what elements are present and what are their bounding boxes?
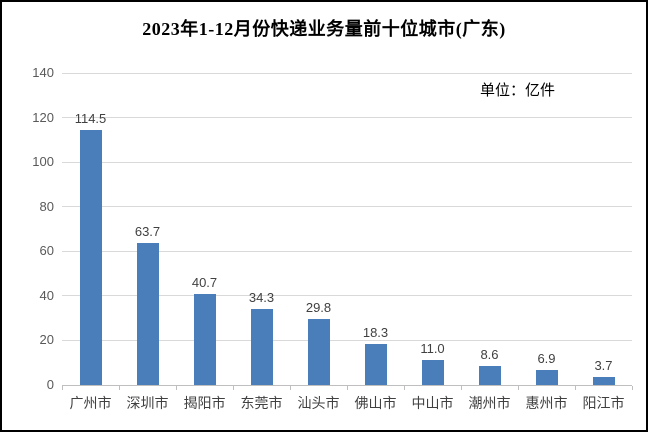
bar-value-label: 34.3 [248, 289, 275, 305]
gridline [62, 339, 632, 341]
y-axis-label: 60 [39, 243, 54, 259]
axis-tick [62, 386, 63, 390]
x-axis-label: 深圳市 [126, 395, 169, 411]
bar-value-label: 114.5 [74, 110, 107, 126]
gridline [62, 295, 632, 297]
bar [364, 344, 387, 385]
gridline [62, 161, 632, 163]
y-axis-label: 120 [32, 109, 54, 125]
x-axis-label: 揭阳市 [183, 395, 226, 411]
y-axis-label: 80 [39, 198, 54, 214]
bar-value-label: 3.7 [594, 357, 613, 373]
bar [79, 129, 102, 385]
bar [193, 294, 216, 385]
y-axis-label: 40 [39, 287, 54, 303]
x-axis-label: 中山市 [411, 395, 454, 411]
bar [592, 376, 615, 385]
axis-tick [518, 386, 519, 390]
bar-value-label: 6.9 [537, 350, 556, 366]
y-axis-label: 140 [32, 65, 54, 80]
bar-value-label: 8.6 [480, 346, 499, 362]
x-axis-line [62, 385, 632, 386]
bar-value-label: 18.3 [362, 325, 389, 341]
x-axis-label: 东莞市 [240, 395, 283, 411]
bar [250, 308, 273, 385]
y-axis-label: 20 [39, 332, 54, 348]
bar [535, 369, 558, 385]
unit-label: 单位：亿件 [480, 82, 556, 99]
x-axis-label: 潮州市 [468, 395, 511, 411]
axis-tick [461, 386, 462, 390]
y-axis-label: 100 [32, 154, 54, 170]
gridline [62, 250, 632, 252]
x-axis-label: 广州市 [69, 395, 112, 411]
x-axis-label: 汕头市 [297, 395, 340, 411]
bar-value-label: 40.7 [191, 275, 218, 291]
axis-tick [404, 386, 405, 390]
axis-tick [575, 386, 576, 390]
x-axis-label: 惠州市 [525, 395, 568, 411]
bar [421, 360, 444, 385]
axis-tick [290, 386, 291, 390]
axis-tick [233, 386, 234, 390]
bar-value-label: 11.0 [420, 341, 445, 357]
axis-tick [347, 386, 348, 390]
bar [307, 318, 330, 385]
x-axis-label: 阳江市 [582, 395, 625, 411]
y-axis-label: 0 [46, 377, 54, 392]
axis-tick [632, 386, 633, 390]
gridline [62, 72, 632, 74]
chart-title: 2023年1-12月份快递业务量前十位城市(广东) [142, 19, 506, 39]
axis-tick [176, 386, 177, 390]
gridline [62, 117, 632, 119]
x-axis-label: 佛山市 [354, 395, 397, 411]
bar [136, 243, 159, 385]
bar-value-label: 29.8 [305, 299, 332, 315]
bar [478, 365, 501, 385]
bar-value-label: 63.7 [134, 224, 161, 240]
axis-tick [119, 386, 120, 390]
gridline [62, 206, 632, 208]
